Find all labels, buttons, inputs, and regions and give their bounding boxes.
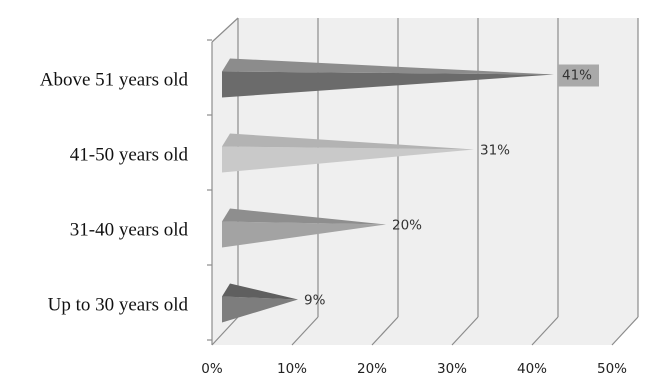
bar-front-face bbox=[222, 146, 474, 173]
data-labels: 41% 31% 20% 9% bbox=[304, 64, 599, 309]
floor-gridline bbox=[611, 316, 639, 346]
data-label: 41% bbox=[562, 68, 592, 84]
x-axis-tick-labels: 0% 10% 20% 30% 40% 50% bbox=[201, 361, 627, 377]
x-tick-label: 50% bbox=[597, 361, 627, 377]
data-label: 9% bbox=[304, 293, 326, 309]
bar-top-face bbox=[222, 133, 474, 150]
bar bbox=[222, 208, 386, 248]
category-label: 31-40 years old bbox=[70, 220, 189, 241]
data-label-box bbox=[558, 64, 599, 87]
bar bbox=[222, 133, 474, 173]
bar-front-face bbox=[222, 221, 386, 248]
x-tick-label: 40% bbox=[517, 361, 547, 377]
x-tick-label: 20% bbox=[357, 361, 387, 377]
bar-front-face bbox=[222, 71, 554, 98]
category-labels: Above 51 years old 41-50 years old 31-40 y… bbox=[40, 70, 189, 316]
x-tick-label: 30% bbox=[437, 361, 467, 377]
category-label: 41-50 years old bbox=[70, 145, 189, 166]
side-wall-edge bbox=[211, 17, 239, 43]
bar-top-face bbox=[222, 208, 386, 225]
floor-gridline bbox=[211, 316, 239, 346]
floor-gridline bbox=[531, 316, 559, 346]
category-label: Up to 30 years old bbox=[48, 295, 189, 316]
bar bbox=[222, 283, 298, 323]
bar-front-face bbox=[222, 296, 298, 323]
data-label: 20% bbox=[392, 218, 422, 234]
data-label: 31% bbox=[480, 143, 510, 159]
category-label: Above 51 years old bbox=[40, 70, 189, 91]
bars bbox=[222, 58, 554, 323]
floor-gridline bbox=[451, 316, 479, 346]
floor-gridline bbox=[371, 316, 399, 346]
x-tick-label: 0% bbox=[201, 361, 223, 377]
bar-top-face bbox=[222, 283, 298, 300]
bar bbox=[222, 58, 554, 98]
floor-gridline bbox=[291, 316, 319, 346]
bar-top-face bbox=[222, 58, 554, 75]
x-tick-label: 10% bbox=[277, 361, 307, 377]
